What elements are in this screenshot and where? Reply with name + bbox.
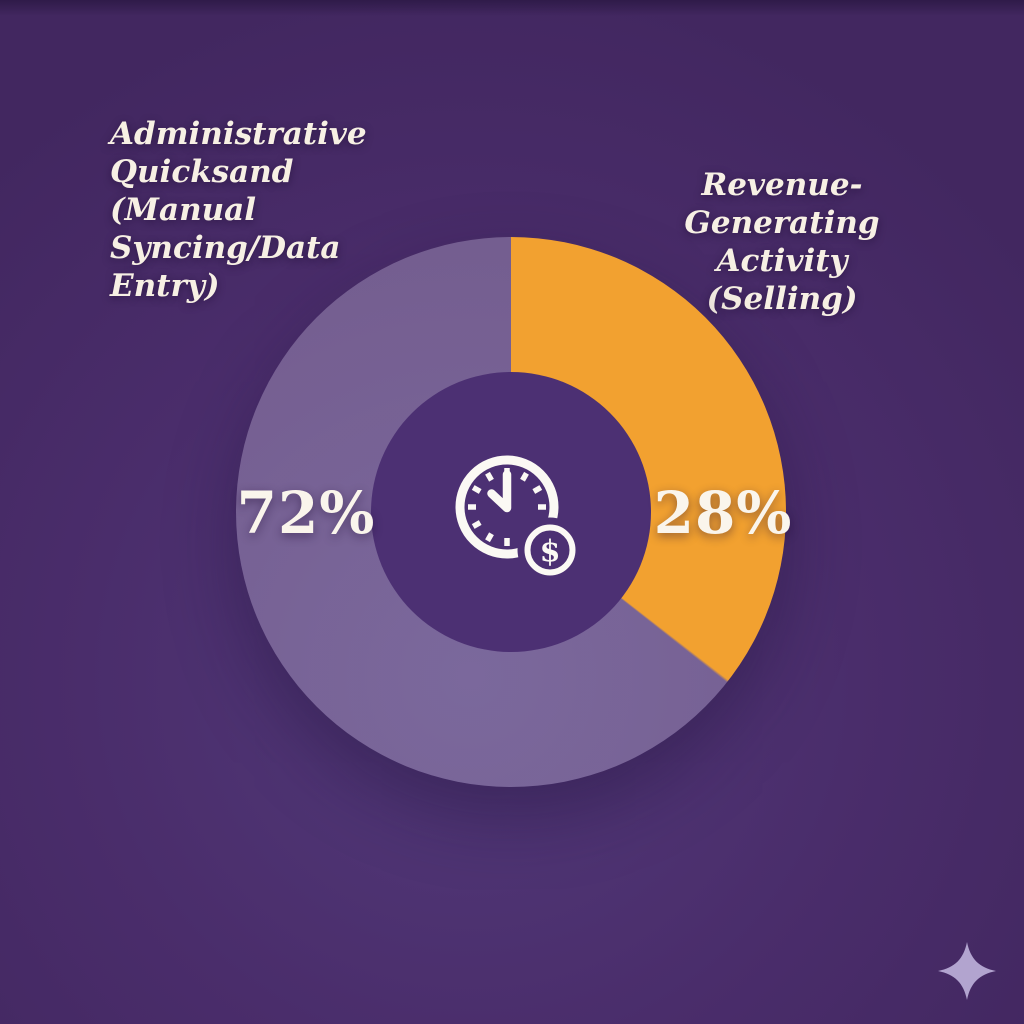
label-selling-line-3: (Selling) [706,281,858,317]
label-admin-quicksand: Administrative Quicksand (Manual Syncing… [110,115,440,305]
clock-hands [487,470,512,513]
donut-chart [236,237,786,787]
dollar-sign-glyph: $ [540,535,561,570]
label-admin-line-3: Syncing/Data Entry) [110,230,341,304]
value-admin-percent: 72% [236,479,376,547]
label-revenue-activity: Revenue-Generating Activity (Selling) [632,166,932,318]
sparkle-icon [938,942,996,1000]
time-money-icon: $ [455,455,583,583]
donut-hole [371,372,651,652]
label-admin-line-2: Quicksand (Manual [110,154,294,228]
value-selling-percent: 28% [653,479,793,547]
clock-icon [455,455,559,559]
label-selling-line-2: Activity [716,243,848,279]
clock-ticks [468,468,546,546]
dollar-coin-icon: $ [517,517,583,583]
label-selling-line-1: Revenue-Generating [684,167,880,241]
label-admin-line-1: Administrative [110,116,367,152]
